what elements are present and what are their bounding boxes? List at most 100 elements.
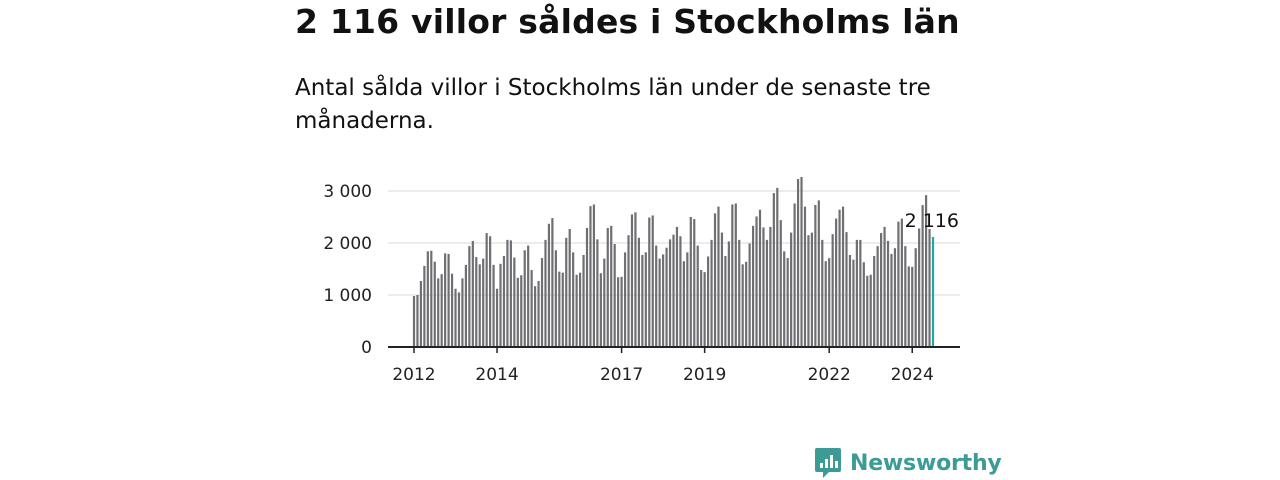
bar <box>644 252 647 347</box>
y-tick-label: 0 <box>361 338 372 358</box>
bar <box>606 227 609 347</box>
bar <box>585 227 589 347</box>
bar <box>783 251 786 347</box>
bar <box>824 261 827 347</box>
bar <box>430 250 433 347</box>
bar <box>464 264 467 347</box>
bar <box>444 253 447 347</box>
bar <box>554 250 557 347</box>
bar <box>630 214 634 347</box>
bar <box>776 187 779 347</box>
bar <box>613 244 616 347</box>
bar <box>575 274 578 347</box>
bar <box>918 228 921 347</box>
bar <box>502 256 506 347</box>
bar <box>672 234 675 347</box>
bar <box>641 254 644 347</box>
bar <box>700 270 703 347</box>
x-tick-label: 2017 <box>600 365 643 385</box>
bar <box>838 209 841 347</box>
bar <box>886 240 890 347</box>
bar <box>437 278 440 347</box>
bar <box>848 254 852 347</box>
bar <box>821 239 824 347</box>
bar <box>668 239 672 347</box>
bar <box>890 253 893 347</box>
bar <box>568 228 571 347</box>
chart-subtitle: Antal sålda villor i Stockholms län unde… <box>295 75 931 134</box>
newsworthy-logo[interactable]: Newsworthy <box>814 446 1002 480</box>
y-tick-label: 1 000 <box>323 286 372 306</box>
newsworthy-icon <box>815 448 841 478</box>
bar <box>828 258 831 347</box>
bar <box>893 248 897 347</box>
bar <box>627 235 630 347</box>
bar <box>841 206 845 347</box>
bar <box>450 273 454 347</box>
bar <box>492 264 495 347</box>
bar <box>610 225 613 347</box>
x-tick-label: 2022 <box>808 365 851 385</box>
bar <box>489 236 492 347</box>
bar <box>603 258 606 347</box>
bar <box>544 239 547 347</box>
bar <box>755 216 758 347</box>
bar <box>534 286 537 347</box>
bar <box>475 257 478 347</box>
bar <box>513 257 516 347</box>
bar <box>924 195 928 347</box>
bar <box>807 235 810 347</box>
bar <box>873 256 876 347</box>
bar <box>720 232 724 347</box>
bar <box>689 217 692 347</box>
bar <box>662 254 665 347</box>
bar <box>707 256 710 347</box>
bar <box>845 232 848 347</box>
bar <box>810 232 813 347</box>
bar <box>907 266 910 347</box>
bar <box>558 271 561 347</box>
bar <box>790 232 793 347</box>
bar <box>537 280 540 347</box>
y-tick-label: 3 000 <box>323 182 372 202</box>
bar <box>786 258 789 347</box>
bar <box>904 246 907 347</box>
bar <box>900 218 903 347</box>
bar <box>762 227 765 347</box>
bar <box>572 252 575 347</box>
bar <box>686 252 689 347</box>
bar <box>547 223 551 347</box>
bar <box>665 247 668 347</box>
bar <box>748 243 751 347</box>
bar <box>751 225 755 347</box>
highlighted-bar <box>931 236 935 347</box>
bar <box>866 275 869 347</box>
chart-title: 2 116 villor såldes i Stockholms län <box>295 2 960 41</box>
bar <box>914 248 917 347</box>
bar <box>911 266 914 347</box>
bar <box>852 259 855 347</box>
bar <box>447 253 450 347</box>
x-tick-label: 2012 <box>392 365 435 385</box>
bar <box>457 292 461 347</box>
bar <box>696 245 699 347</box>
bar <box>516 277 519 347</box>
bar <box>599 273 602 347</box>
bar <box>412 296 416 347</box>
x-tick-label: 2014 <box>475 365 518 385</box>
bar <box>717 206 720 347</box>
bar <box>765 239 769 347</box>
latest-value-label: 2 116 <box>905 210 959 232</box>
bar <box>880 233 883 347</box>
bar <box>862 262 865 347</box>
bar <box>855 239 858 347</box>
bar <box>859 239 862 347</box>
bar <box>713 213 717 347</box>
bar <box>495 288 499 347</box>
bar <box>423 265 426 347</box>
bar <box>461 278 464 347</box>
bar <box>779 220 782 347</box>
bar <box>734 203 737 347</box>
bar <box>637 237 640 347</box>
bar <box>478 264 481 347</box>
